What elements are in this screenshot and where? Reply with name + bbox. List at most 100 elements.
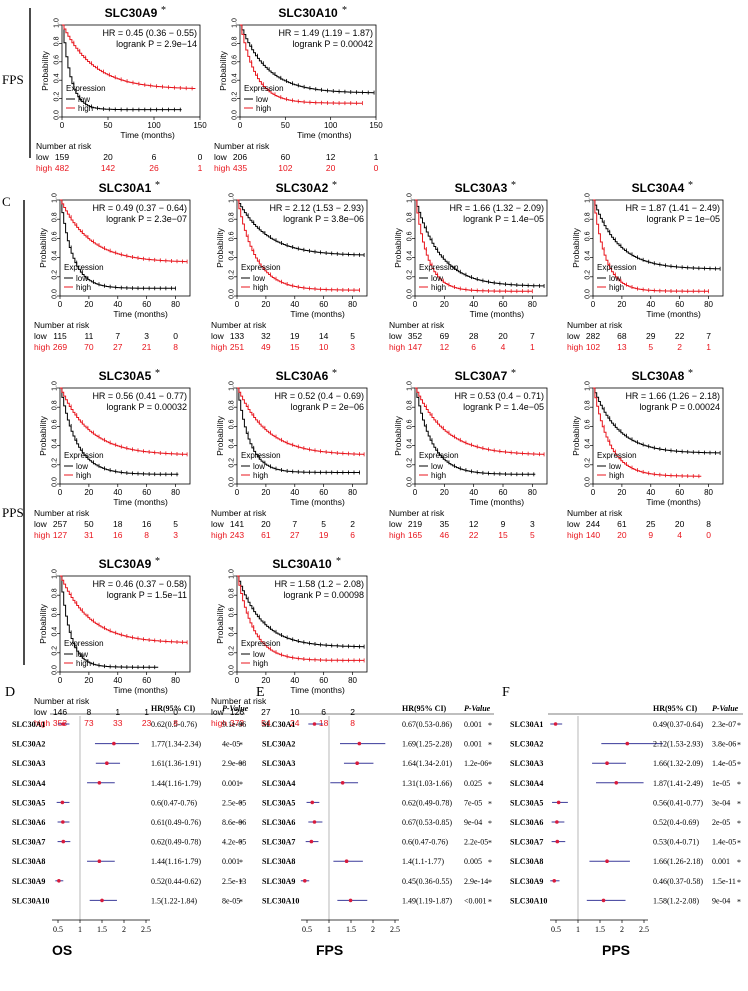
forest-significance-star: *	[239, 819, 243, 828]
km-ytick-label: 1.0	[229, 193, 236, 203]
km-panel-slc30a6-7: SLC30A6 * 0.0 0.2 0.4 0.6 0.8 1.0 Probability 0 20…	[211, 368, 368, 540]
km-risk-high-value: 16	[113, 530, 123, 540]
km-risk-title: Number at risk	[214, 141, 270, 151]
km-ytick-label: 0.8	[585, 400, 592, 410]
km-risk-high-value: 10	[319, 342, 329, 352]
forest-p-value: 9e-04	[464, 818, 482, 827]
km-ytick-label: 0.8	[229, 400, 236, 410]
forest-significance-star: *	[488, 780, 492, 789]
forest-xtick-label: 2.5	[390, 925, 400, 934]
forest-hr-value: 0.45(0.36-0.55)	[402, 877, 452, 886]
km-plot-frame	[414, 199, 548, 297]
km-xtick-label: 80	[528, 300, 537, 309]
forest-gene-label: SLC30A8	[262, 857, 295, 866]
forest-significance-star: *	[488, 897, 492, 906]
km-risk-high-value: 4	[677, 530, 682, 540]
forest-gene-label: SLC30A7	[510, 838, 543, 847]
km-risk-high-value: 24	[290, 718, 300, 728]
forest-p-value: 3.8e-06	[712, 740, 736, 749]
km-panel-slc30a8-9: SLC30A8 * 0.0 0.2 0.4 0.6 0.8 1.0 Probability 0 20…	[567, 368, 724, 540]
km-ytick-label: 0.8	[407, 212, 414, 222]
km-panel-slc30a1-2: SLC30A1 * 0.0 0.2 0.4 0.6 0.8 1.0 Probability 0 20…	[34, 180, 191, 352]
km-risk-high-label: high	[34, 718, 50, 728]
km-title-star: *	[511, 368, 516, 379]
km-risk-high-value: 1	[198, 163, 203, 173]
km-risk-low-value: 3	[530, 519, 535, 529]
km-risk-high-value: 20	[326, 163, 336, 173]
forest-p-value: 1.5e-11	[712, 877, 736, 886]
km-ytick-label: 0.8	[407, 400, 414, 410]
km-legend-title: Expression	[597, 451, 637, 460]
km-logrank-text: logrank P = 2e−06	[291, 402, 364, 412]
km-risk-low-value: 219	[408, 519, 422, 529]
forest-hr-value: 1.66(1.26-2.18)	[653, 857, 703, 866]
km-xtick-label: 40	[113, 300, 122, 309]
km-risk-low-label: low	[567, 519, 581, 529]
km-panel-slc30a2-3: SLC30A2 * 0.0 0.2 0.4 0.6 0.8 1.0 Probability 0 20…	[211, 180, 368, 352]
km-legend-low-label: low	[76, 650, 88, 659]
km-xtick-label: 20	[440, 488, 449, 497]
km-risk-low-value: 12	[326, 152, 336, 162]
km-ytick-label: 0.4	[52, 627, 59, 637]
km-ylabel: Probability	[40, 50, 50, 90]
forest-point	[556, 800, 561, 805]
km-risk-low-value: 61	[617, 519, 627, 529]
km-xtick-label: 0	[60, 121, 65, 130]
forest-point	[100, 898, 104, 903]
km-ytick-label: 1.0	[232, 18, 239, 28]
forest-p-header: P-Value	[712, 704, 739, 713]
km-risk-high-value: 19	[319, 530, 329, 540]
km-xtick-label: 40	[113, 488, 122, 497]
km-ytick-label: 1.0	[407, 381, 414, 391]
forest-significance-star: *	[737, 858, 741, 867]
km-legend-low-label: low	[609, 462, 621, 471]
km-ytick-label: 1.0	[585, 193, 592, 203]
forest-significance-star: *	[239, 799, 243, 808]
km-risk-high-value: 435	[233, 163, 247, 173]
km-ytick-label: 0.8	[232, 36, 239, 46]
km-xtick-label: 60	[319, 488, 328, 497]
km-risk-low-value: 22	[675, 331, 685, 341]
km-title: SLC30A4	[632, 181, 685, 195]
forest-p-value: 8e-05	[222, 896, 240, 905]
forest-xtick-label: 0.5	[551, 925, 561, 934]
km-xtick-label: 0	[235, 676, 240, 685]
forest-point	[552, 879, 557, 883]
km-title-star: *	[161, 5, 166, 16]
km-legend-title: Expression	[244, 84, 284, 93]
km-risk-low-value: 7	[115, 331, 120, 341]
km-risk-low-label: low	[211, 707, 225, 717]
km-plot-frame	[592, 387, 724, 485]
km-ylabel: Probability	[393, 415, 403, 455]
km-ylabel: Probability	[38, 603, 48, 643]
km-risk-low-value: 20	[103, 152, 113, 162]
forest-point	[340, 781, 345, 785]
km-ytick-label: 0.2	[585, 458, 592, 468]
km-risk-low-value: 20	[498, 331, 508, 341]
forest-significance-star: *	[239, 839, 243, 848]
forest-hr-header: HR(95% CI)	[402, 704, 447, 713]
km-xlabel: Time (months)	[290, 685, 345, 695]
km-ytick-label: 0.6	[407, 231, 414, 241]
km-legend-high-label: high	[609, 283, 624, 292]
km-ytick-label: 0.4	[229, 439, 236, 449]
forest-p-value: 2e-05	[712, 818, 730, 827]
forest-significance-star: *	[737, 799, 741, 808]
km-xtick-label: 60	[319, 676, 328, 685]
forest-hr-value: 0.46(0.37-0.58)	[653, 877, 703, 886]
km-xtick-label: 0	[58, 676, 63, 685]
km-legend-title: Expression	[64, 639, 104, 648]
forest-point	[553, 722, 558, 726]
km-title-star: *	[155, 556, 160, 567]
km-risk-low-value: 1	[115, 707, 120, 717]
km-risk-high-value: 165	[408, 530, 422, 540]
forest-point	[112, 741, 116, 746]
km-risk-high-value: 6	[471, 342, 476, 352]
km-ytick-label: 1.0	[54, 18, 61, 28]
forest-p-value: 9.1e-06	[222, 720, 246, 729]
forest-hr-value: 0.61(0.49-0.76)	[151, 818, 201, 827]
forest-point	[57, 879, 61, 883]
forest-p-value: 0.001	[222, 857, 240, 866]
km-title: SLC30A9	[105, 6, 158, 20]
km-legend-low-label: low	[256, 95, 268, 104]
